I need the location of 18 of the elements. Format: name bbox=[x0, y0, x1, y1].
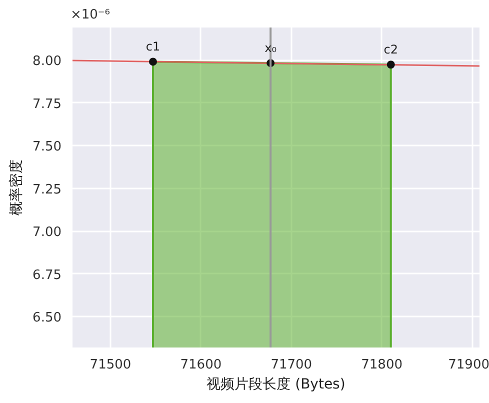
y-axis-title: 概率密度 bbox=[8, 160, 25, 216]
x-tick-label: 71500 bbox=[90, 358, 132, 372]
x-axis-title: 视频片段长度 (Bytes) bbox=[206, 376, 346, 392]
y-tick-label: 7.00 bbox=[32, 225, 62, 240]
annotation: c2 bbox=[384, 42, 398, 57]
x-tick-label: 71700 bbox=[270, 358, 312, 372]
y-tick-label: 7.25 bbox=[32, 182, 62, 198]
x-tick-label: 71600 bbox=[180, 358, 222, 372]
y-tick-label: 6.75 bbox=[32, 268, 62, 283]
annotation: c1 bbox=[146, 40, 160, 54]
y-tick-label: 8.00 bbox=[32, 54, 62, 70]
x-tick-label: 71900 bbox=[448, 358, 489, 372]
y-tick-label: 6.50 bbox=[32, 310, 62, 326]
annotation: x₀ bbox=[264, 41, 277, 56]
text: ×10⁻⁶ bbox=[70, 8, 110, 22]
y-tick-label: 7.75 bbox=[32, 96, 62, 112]
x-tick-label: 71800 bbox=[361, 358, 402, 372]
y-tick-label: 7.50 bbox=[32, 140, 62, 155]
